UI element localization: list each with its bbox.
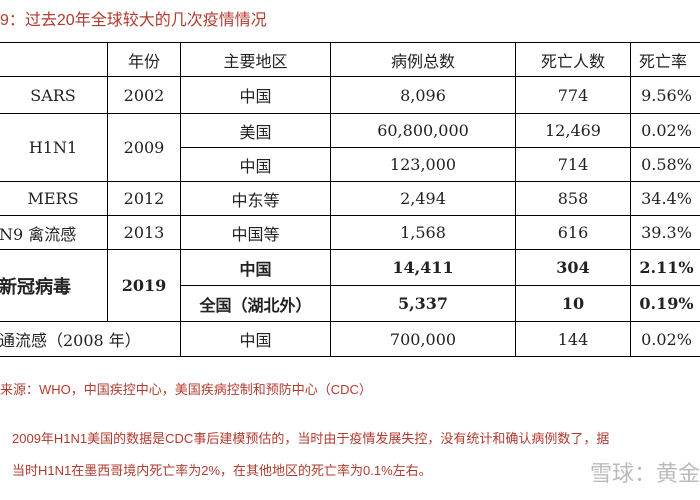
cell: 14,411 xyxy=(330,249,516,286)
cell: 8,096 xyxy=(330,76,516,114)
cell: 0.58% xyxy=(630,147,700,182)
cell: 0.19% xyxy=(630,285,700,322)
table: 年份 主要地区 病例总数 死亡人数 死亡率 SARS 2002 中国 8,096 774… xyxy=(0,42,700,357)
row: 新冠病毒 2019 中国 14,411 304 2.11% xyxy=(0,249,700,322)
cell: 中国等 xyxy=(180,215,331,250)
cell: H1N1 xyxy=(0,113,108,182)
cell: 304 xyxy=(515,249,631,286)
row: MERS 2012 中东等 2,494 858 34.4% xyxy=(0,181,700,216)
cell: 616 xyxy=(515,215,631,250)
cell: 700,000 xyxy=(330,321,516,357)
cell: MERS xyxy=(0,181,108,216)
cell: 858 xyxy=(515,181,631,216)
cell: 144 xyxy=(515,321,631,357)
cell: 5,337 xyxy=(330,285,516,322)
header-cell: 死亡率 xyxy=(630,42,700,77)
cell: 10 xyxy=(515,285,631,322)
row: 通流感（2008 年） 中国 700,000 144 0.02% xyxy=(0,321,700,357)
cell: 2002 xyxy=(107,76,181,114)
header-cell: 年份 xyxy=(107,42,181,77)
cell: 34.4% xyxy=(630,181,700,216)
cell: 60,800,000 xyxy=(330,113,516,148)
cell: 2.11% xyxy=(630,249,700,286)
cell: 中国 xyxy=(180,147,331,182)
row: SARS 2002 中国 8,096 774 9.56% xyxy=(0,76,700,114)
cell: 通流感（2008 年） xyxy=(0,321,181,357)
cell: 美国 xyxy=(180,113,331,148)
cell: 123,000 xyxy=(330,147,516,182)
cell: 714 xyxy=(515,147,631,182)
cell: 全国（湖北外） xyxy=(180,285,331,322)
cell: 0.02% xyxy=(630,113,700,148)
row: 中国 123,000 714 0.58% xyxy=(0,147,700,182)
cell: 新冠病毒 xyxy=(0,249,108,322)
cell: 2009 xyxy=(107,113,181,182)
note: 当时H1N1在墨西哥境内死亡率为2%，在其他地区的死亡率为0.1%左右。 xyxy=(12,463,432,478)
title: 9：过去20年全球较大的几次疫情情况 xyxy=(0,12,267,29)
note: 来源：WHO，中国疾控中心，美国疾病控制和预防中心（CDC） xyxy=(0,382,372,397)
cell: 1,568 xyxy=(330,215,516,250)
header-cell: 主要地区 xyxy=(180,42,331,77)
cell: 0.02% xyxy=(630,321,700,357)
cell: 2019 xyxy=(107,249,181,322)
header-row: 年份 主要地区 病例总数 死亡人数 死亡率 xyxy=(0,42,700,77)
cell: 12,469 xyxy=(515,113,631,148)
cell: 2012 xyxy=(107,181,181,216)
cell: 中东等 xyxy=(180,181,331,216)
watermark: 雪球：黄金 xyxy=(589,461,700,486)
note: 2009年H1N1美国的数据是CDC事后建模预估的，当时由于疫情发展失控，没有统… xyxy=(12,431,610,446)
cell: 9.56% xyxy=(630,76,700,114)
cell: N9 禽流感 xyxy=(0,215,108,250)
cell: 中国 xyxy=(180,249,331,286)
cell: 2,494 xyxy=(330,181,516,216)
header-cell: 死亡人数 xyxy=(515,42,631,77)
cell: 中国 xyxy=(180,321,331,357)
cell: SARS xyxy=(0,76,108,114)
cell: 2013 xyxy=(107,215,181,250)
cell: 774 xyxy=(515,76,631,114)
header-cell: 病例总数 xyxy=(330,42,516,77)
row: H1N1 2009 美国 60,800,000 12,469 0.02% xyxy=(0,113,700,182)
cell: 中国 xyxy=(180,76,331,114)
cell: 39.3% xyxy=(630,215,700,250)
row: N9 禽流感 2013 中国等 1,568 616 39.3% xyxy=(0,215,700,250)
